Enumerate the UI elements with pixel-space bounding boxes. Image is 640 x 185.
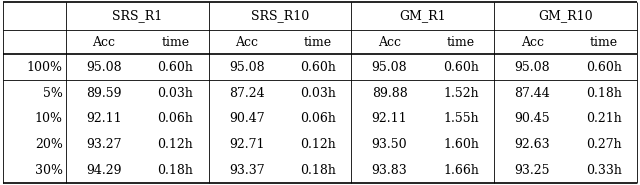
Text: 0.60h: 0.60h (586, 61, 621, 74)
Text: 93.25: 93.25 (515, 164, 550, 177)
Text: 0.18h: 0.18h (157, 164, 193, 177)
Text: 20%: 20% (35, 138, 63, 151)
Text: 95.08: 95.08 (86, 61, 122, 74)
Text: 1.52h: 1.52h (443, 87, 479, 100)
Text: Acc: Acc (93, 36, 116, 49)
Text: 89.88: 89.88 (372, 87, 408, 100)
Text: 92.11: 92.11 (372, 112, 407, 125)
Text: 100%: 100% (27, 61, 63, 74)
Text: 89.59: 89.59 (86, 87, 122, 100)
Text: 0.06h: 0.06h (300, 112, 336, 125)
Text: Acc: Acc (378, 36, 401, 49)
Text: 93.37: 93.37 (229, 164, 264, 177)
Text: 92.71: 92.71 (229, 138, 264, 151)
Text: SRS_R10: SRS_R10 (251, 9, 309, 22)
Text: 93.83: 93.83 (372, 164, 408, 177)
Text: 0.03h: 0.03h (300, 87, 336, 100)
Text: 0.03h: 0.03h (157, 87, 193, 100)
Text: SRS_R1: SRS_R1 (112, 9, 163, 22)
Text: 93.27: 93.27 (86, 138, 122, 151)
Text: 0.33h: 0.33h (586, 164, 621, 177)
Text: time: time (161, 36, 189, 49)
Text: 92.63: 92.63 (515, 138, 550, 151)
Text: 0.12h: 0.12h (157, 138, 193, 151)
Text: 93.50: 93.50 (372, 138, 407, 151)
Text: 0.18h: 0.18h (586, 87, 621, 100)
Text: 92.11: 92.11 (86, 112, 122, 125)
Text: 87.24: 87.24 (229, 87, 264, 100)
Text: time: time (589, 36, 618, 49)
Text: time: time (304, 36, 332, 49)
Text: 1.55h: 1.55h (443, 112, 479, 125)
Text: 87.44: 87.44 (515, 87, 550, 100)
Text: 95.08: 95.08 (372, 61, 407, 74)
Text: GM_R1: GM_R1 (399, 9, 446, 22)
Text: 1.66h: 1.66h (443, 164, 479, 177)
Text: 10%: 10% (35, 112, 63, 125)
Text: 0.60h: 0.60h (300, 61, 336, 74)
Text: 0.60h: 0.60h (443, 61, 479, 74)
Text: 94.29: 94.29 (86, 164, 122, 177)
Text: 0.12h: 0.12h (300, 138, 336, 151)
Text: 90.45: 90.45 (515, 112, 550, 125)
Text: 30%: 30% (35, 164, 63, 177)
Text: 1.60h: 1.60h (443, 138, 479, 151)
Text: time: time (447, 36, 475, 49)
Text: 5%: 5% (43, 87, 63, 100)
Text: 0.21h: 0.21h (586, 112, 621, 125)
Text: 0.27h: 0.27h (586, 138, 621, 151)
Text: 95.08: 95.08 (515, 61, 550, 74)
Text: 95.08: 95.08 (229, 61, 264, 74)
Text: 0.60h: 0.60h (157, 61, 193, 74)
Text: 90.47: 90.47 (229, 112, 264, 125)
Text: Acc: Acc (521, 36, 544, 49)
Text: 0.18h: 0.18h (300, 164, 336, 177)
Text: Acc: Acc (236, 36, 259, 49)
Text: GM_R10: GM_R10 (538, 9, 593, 22)
Text: 0.06h: 0.06h (157, 112, 193, 125)
